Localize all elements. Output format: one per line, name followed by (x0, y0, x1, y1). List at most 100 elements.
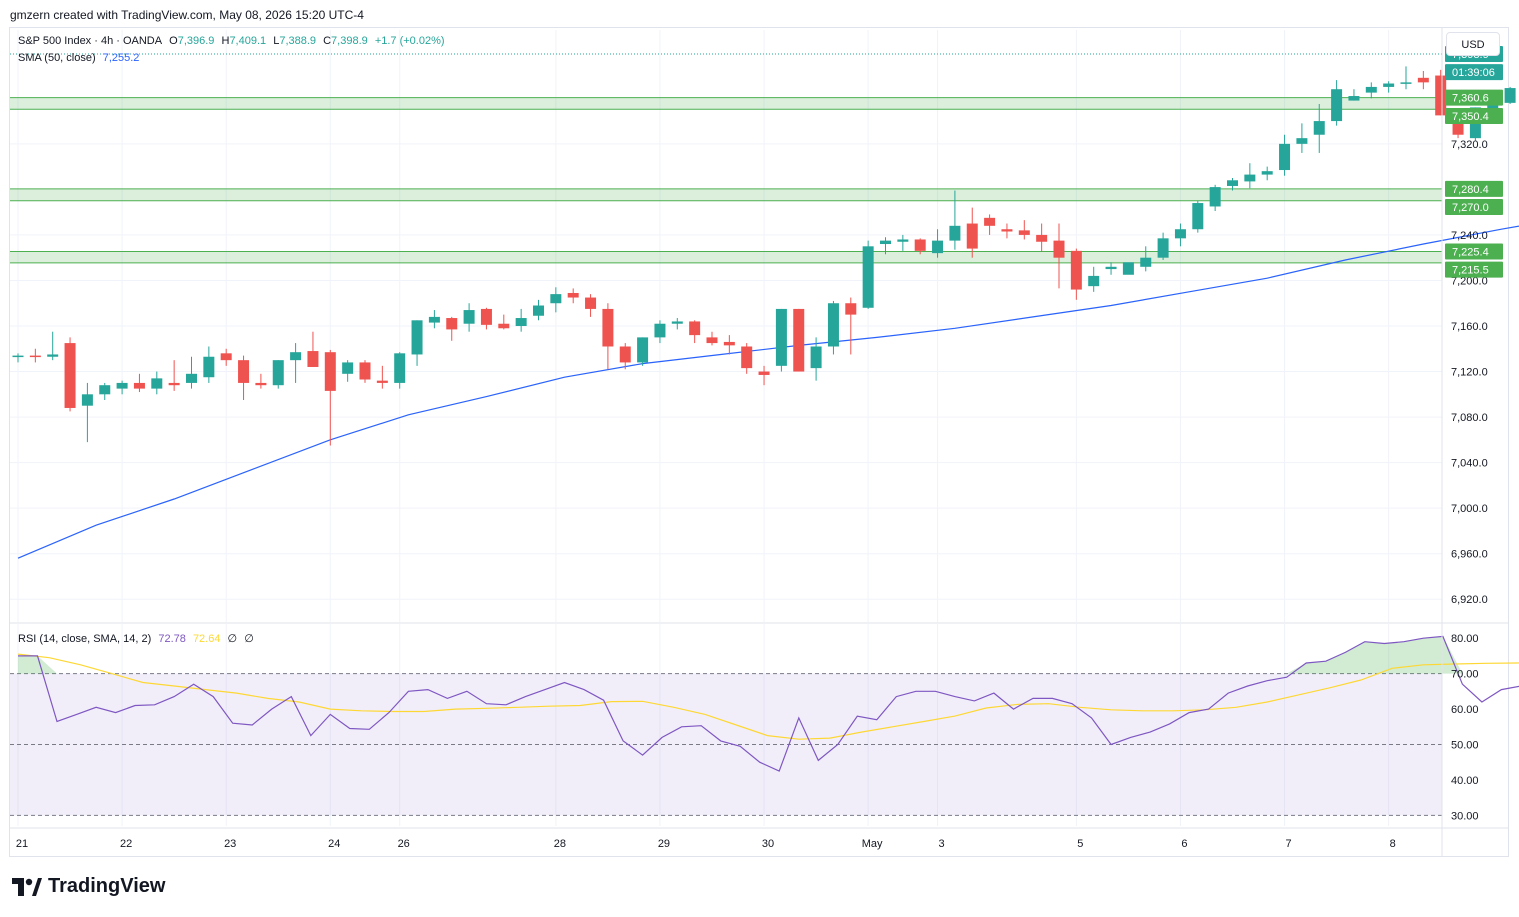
candle-body (342, 362, 354, 374)
candle-body (463, 310, 475, 324)
candle-body (411, 320, 423, 355)
candle (1313, 104, 1325, 153)
rsi-value: 72.78 (158, 633, 186, 645)
candle-body (394, 353, 406, 383)
candle-body (1417, 77, 1429, 83)
currency-selector[interactable]: USD (1446, 32, 1500, 56)
time-tick-label: 30 (762, 838, 774, 850)
candle-body (1487, 102, 1499, 112)
candle (1279, 134, 1291, 176)
candle (706, 331, 718, 346)
candle (1244, 163, 1256, 189)
symbol-label[interactable]: S&P 500 Index · 4h · OANDA (18, 35, 163, 47)
candle (1383, 81, 1395, 93)
candle-body (64, 343, 76, 408)
candle-body (1036, 234, 1048, 242)
candle-body (307, 351, 319, 367)
candle-body (1313, 121, 1325, 135)
candle (463, 303, 475, 332)
candle (1105, 262, 1117, 275)
price-tick-label: 7,240.0 (1451, 230, 1488, 242)
candle (446, 316, 458, 341)
high-value: 7,409.1 (229, 35, 267, 47)
time-tick-label: May (862, 838, 883, 850)
candle (949, 190, 961, 250)
candle (1018, 220, 1030, 240)
candle (307, 331, 319, 367)
candle-body (12, 355, 24, 358)
candle (238, 355, 250, 400)
rsi-label[interactable]: RSI (14, close, SMA, 14, 2) (18, 633, 152, 645)
candle (342, 360, 354, 382)
candle-body (723, 341, 735, 346)
candle (81, 382, 93, 443)
candle (203, 346, 215, 383)
candle-body (1105, 266, 1117, 270)
candle (394, 352, 406, 389)
time-tick-label: 22 (120, 838, 132, 850)
candle-body (706, 337, 718, 344)
candle (151, 371, 163, 395)
candle (1036, 223, 1048, 252)
candle (966, 207, 978, 258)
candle (515, 308, 527, 332)
price-axis-label: 7,350.4 (1445, 107, 1503, 124)
candle (741, 343, 753, 374)
candle (428, 310, 440, 329)
candle (1088, 266, 1100, 292)
candle (1331, 80, 1343, 126)
axis-layer: 7,320.0 7,240.0 7,200.0 7,160.0 7,120.0 7,080… (9, 28, 1509, 856)
change-value: +1.7 (+0.02%) (374, 35, 445, 47)
candle-body (1296, 138, 1308, 144)
candle-body (758, 371, 770, 375)
candle (758, 365, 770, 386)
sma-label[interactable]: SMA (50, close) (18, 52, 96, 64)
candle-body (1452, 118, 1464, 135)
candle (1122, 262, 1134, 275)
candle-body (1383, 83, 1395, 87)
rsi-tick-label: 60.00 (1451, 704, 1479, 716)
candle-body (498, 323, 510, 329)
candle-body (1331, 89, 1343, 122)
candle-body (1140, 257, 1152, 267)
candle (1261, 166, 1273, 181)
price-axis-label-text: 7,215.5 (1452, 265, 1489, 277)
rsi-tick-label: 50.00 (1451, 739, 1479, 751)
candle-body (897, 239, 909, 242)
candle (619, 343, 631, 370)
price-axis-label-text: 7,270.0 (1452, 202, 1489, 214)
candle-body (949, 225, 961, 241)
time-tick-label: 5 (1077, 838, 1083, 850)
low-value: 7,388.9 (279, 35, 317, 47)
candle-body (272, 360, 284, 386)
candle-body (116, 382, 128, 389)
candle (1070, 248, 1082, 300)
price-axis-label: 7,280.4 (1445, 180, 1503, 197)
candle (116, 380, 128, 395)
candle-body (324, 352, 336, 391)
candle-body (376, 380, 388, 383)
candle-body (428, 316, 440, 323)
rsi-background (10, 673, 1442, 816)
candle (1227, 178, 1238, 191)
time-tick-label: 8 (1390, 838, 1396, 850)
candle-body (966, 223, 978, 249)
candle-body (1244, 174, 1256, 182)
candle (567, 288, 579, 304)
price-tick-label: 7,160.0 (1451, 321, 1488, 333)
candle (324, 349, 336, 446)
candle (1053, 223, 1065, 289)
price-tick-label: 7,320.0 (1451, 139, 1488, 151)
candle-body (637, 337, 649, 363)
time-tick-label: 24 (328, 838, 340, 850)
candle-body (1435, 75, 1447, 116)
candle (290, 343, 302, 383)
candle-body (1053, 240, 1065, 258)
candle-body (1227, 180, 1238, 186)
candle (359, 360, 371, 383)
rsi-extra-2: ∅ (244, 633, 254, 645)
tradingview-logo-icon (12, 877, 42, 896)
rsi-layer (17, 635, 1519, 772)
candle (793, 308, 805, 372)
candle (220, 348, 232, 366)
